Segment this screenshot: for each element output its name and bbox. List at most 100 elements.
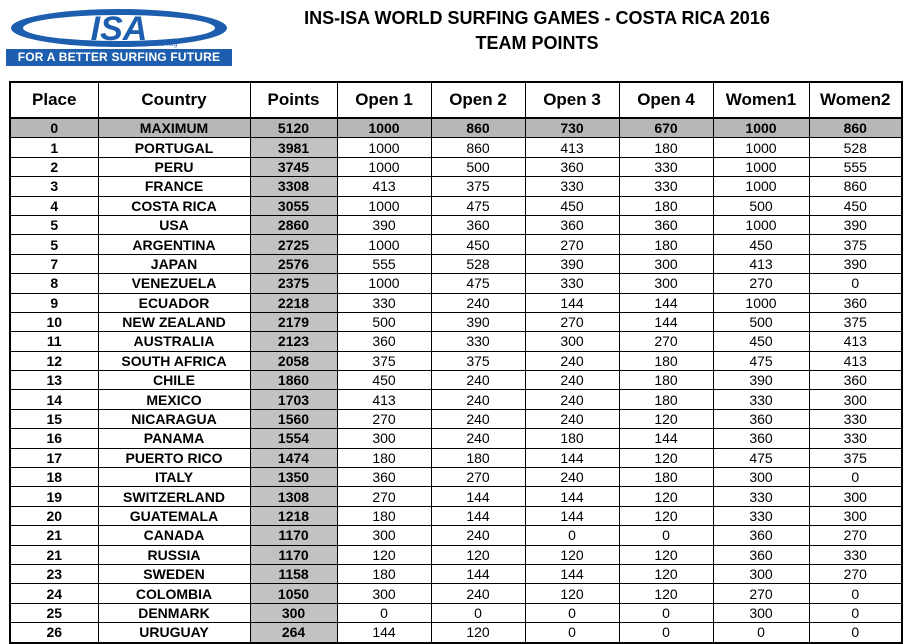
country-cell: SWITZERLAND <box>97 486 251 507</box>
women1-cell: 500 <box>712 311 810 333</box>
open2-cell: 375 <box>430 350 526 372</box>
points-cell: 2218 <box>249 292 338 313</box>
team-points-table: Place Country Points Open 1 Open 2 Open 3 Open… <box>9 81 903 644</box>
women1-cell: 1000 <box>712 292 810 313</box>
women2-cell: 300 <box>808 505 903 527</box>
women2-cell: 360 <box>808 370 903 391</box>
table-row: 14 MEXICO 1703 413 240 240 180 330 300 <box>9 389 903 410</box>
open2-cell: 240 <box>430 525 526 546</box>
open2-cell: 330 <box>430 331 526 352</box>
open4-cell: 120 <box>618 486 714 507</box>
open4-cell: 144 <box>618 311 714 333</box>
open1-cell: 360 <box>336 467 432 488</box>
points-cell: 264 <box>249 622 338 644</box>
place-cell: 12 <box>9 350 99 372</box>
column-header: Points <box>249 81 338 119</box>
women1-cell: 360 <box>712 428 810 449</box>
place-cell: 19 <box>9 486 99 507</box>
place-cell: 16 <box>9 428 99 449</box>
country-cell: CHILE <box>97 370 251 391</box>
place-cell: 18 <box>9 467 99 488</box>
women1-cell: 360 <box>712 408 810 430</box>
place-cell: 5 <box>9 234 99 255</box>
open2-cell: 144 <box>430 486 526 507</box>
women1-cell: 330 <box>712 486 810 507</box>
women2-cell: 0 <box>808 622 903 644</box>
open1-cell: 180 <box>336 505 432 527</box>
points-cell: 1474 <box>249 447 338 469</box>
country-cell: NICARAGUA <box>97 408 251 430</box>
place-cell: 9 <box>9 292 99 313</box>
isa-logo: ISA www.isasurf.org FOR A BETTER SURFING… <box>6 6 232 66</box>
points-cell: 5120 <box>249 117 338 139</box>
points-cell: 2576 <box>249 253 338 275</box>
isa-logo-graphic: ISA www.isasurf.org <box>11 9 227 48</box>
place-cell: 8 <box>9 273 99 294</box>
open2-cell: 500 <box>430 156 526 178</box>
open3-cell: 240 <box>524 408 620 430</box>
women1-cell: 330 <box>712 505 810 527</box>
open2-cell: 240 <box>430 370 526 391</box>
women1-cell: 450 <box>712 331 810 352</box>
open1-cell: 375 <box>336 350 432 372</box>
place-cell: 24 <box>9 583 99 604</box>
open4-cell: 180 <box>618 467 714 488</box>
open1-cell: 0 <box>336 602 432 624</box>
points-cell: 2058 <box>249 350 338 372</box>
women2-cell: 860 <box>808 176 903 197</box>
place-cell: 26 <box>9 622 99 644</box>
open3-cell: 360 <box>524 214 620 236</box>
open2-cell: 240 <box>430 428 526 449</box>
women2-cell: 413 <box>808 350 903 372</box>
place-cell: 11 <box>9 331 99 352</box>
points-cell: 1050 <box>249 583 338 604</box>
table-body: 0 MAXIMUM 5120 1000 860 730 670 1000 860 1 PORTUGA… <box>9 117 903 644</box>
open2-cell: 860 <box>430 117 526 139</box>
women1-cell: 413 <box>712 253 810 275</box>
open3-cell: 180 <box>524 428 620 449</box>
open1-cell: 180 <box>336 447 432 469</box>
table-row: 2 PERU 3745 1000 500 360 330 1000 555 <box>9 156 903 178</box>
open3-cell: 390 <box>524 253 620 275</box>
place-cell: 21 <box>9 544 99 565</box>
open1-cell: 1000 <box>336 234 432 255</box>
open3-cell: 144 <box>524 486 620 507</box>
points-cell: 2725 <box>249 234 338 255</box>
open1-cell: 555 <box>336 253 432 275</box>
country-cell: MAXIMUM <box>97 117 251 139</box>
open1-cell: 413 <box>336 389 432 410</box>
place-cell: 1 <box>9 137 99 158</box>
logo-tagline: FOR A BETTER SURFING FUTURE <box>6 49 232 66</box>
column-header: Open 1 <box>336 81 432 119</box>
place-cell: 20 <box>9 505 99 527</box>
women1-cell: 390 <box>712 370 810 391</box>
open2-cell: 180 <box>430 447 526 469</box>
country-cell: PORTUGAL <box>97 137 251 158</box>
open4-cell: 180 <box>618 389 714 410</box>
women2-cell: 0 <box>808 273 903 294</box>
country-cell: ECUADOR <box>97 292 251 313</box>
points-cell: 1703 <box>249 389 338 410</box>
women1-cell: 360 <box>712 544 810 565</box>
page-subtitle: TEAM POINTS <box>475 33 599 53</box>
country-cell: MEXICO <box>97 389 251 410</box>
open4-cell: 180 <box>618 195 714 216</box>
country-cell: NEW ZEALAND <box>97 311 251 333</box>
table-row: 17 PUERTO RICO 1474 180 180 144 120 475 375 <box>9 447 903 469</box>
open1-cell: 270 <box>336 408 432 430</box>
open1-cell: 450 <box>336 370 432 391</box>
open1-cell: 180 <box>336 563 432 585</box>
open3-cell: 0 <box>524 602 620 624</box>
women2-cell: 390 <box>808 253 903 275</box>
open4-cell: 300 <box>618 253 714 275</box>
open2-cell: 240 <box>430 389 526 410</box>
open3-cell: 240 <box>524 389 620 410</box>
women2-cell: 390 <box>808 214 903 236</box>
open3-cell: 120 <box>524 544 620 565</box>
table-row: 1 PORTUGAL 3981 1000 860 413 180 1000 528 <box>9 137 903 158</box>
open4-cell: 180 <box>618 137 714 158</box>
place-cell: 5 <box>9 214 99 236</box>
country-cell: PANAMA <box>97 428 251 449</box>
open1-cell: 1000 <box>336 137 432 158</box>
open4-cell: 0 <box>618 622 714 644</box>
